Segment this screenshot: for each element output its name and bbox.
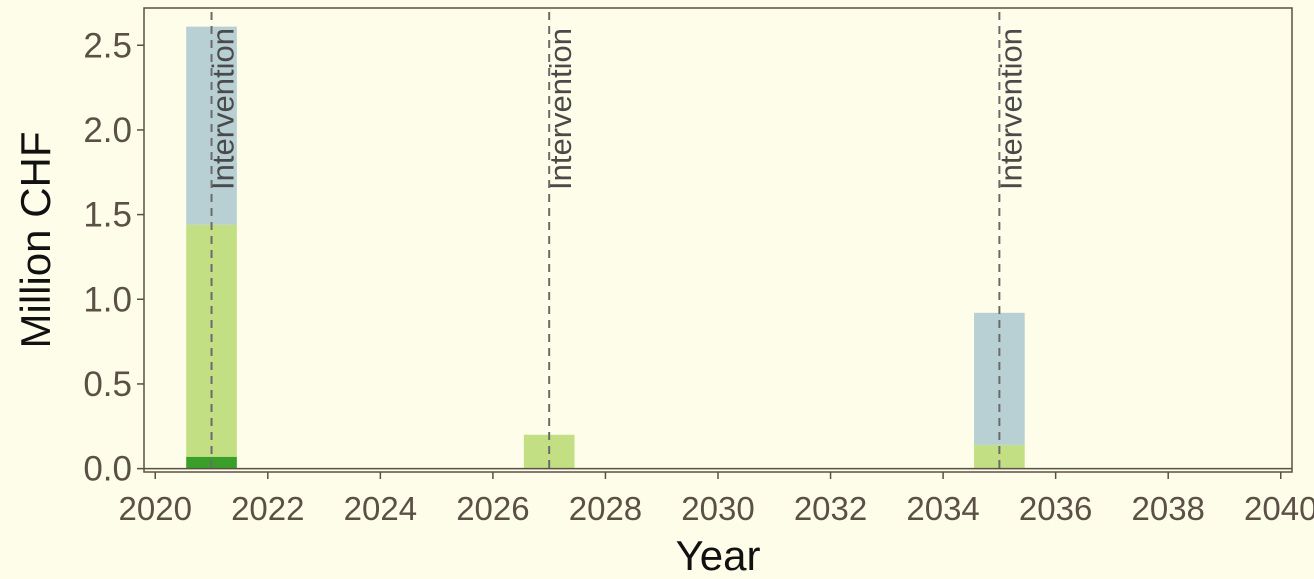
y-tick-label-3: 1.5 bbox=[83, 196, 132, 235]
y-tick-label-0: 0.0 bbox=[83, 450, 132, 489]
x-tick-label-7: 2034 bbox=[906, 490, 979, 527]
y-tick-label-2: 1.0 bbox=[83, 280, 132, 319]
intervention-label-2035: Intervention bbox=[993, 28, 1028, 190]
x-tick-label-4: 2028 bbox=[569, 490, 642, 527]
x-tick-label-5: 2030 bbox=[681, 490, 754, 527]
y-axis-title: Million CHF bbox=[12, 131, 59, 348]
y-tick-label-5: 2.5 bbox=[83, 26, 132, 65]
y-tick-label-4: 2.0 bbox=[83, 111, 132, 150]
x-tick-label-0: 2020 bbox=[119, 490, 192, 527]
x-tick-label-2: 2024 bbox=[344, 490, 417, 527]
x-axis-title: Year bbox=[676, 532, 761, 574]
x-tick-label-1: 2022 bbox=[231, 490, 304, 527]
intervention-label-2027: Intervention bbox=[543, 28, 578, 190]
x-tick-label-10: 2040 bbox=[1244, 490, 1314, 527]
intervention-label-2021: Intervention bbox=[206, 28, 241, 190]
y-tick-label-1: 0.5 bbox=[83, 365, 132, 404]
x-tick-label-8: 2036 bbox=[1019, 490, 1092, 527]
bar-2035-segment-2 bbox=[974, 444, 1025, 469]
plot-area bbox=[144, 8, 1292, 472]
x-tick-label-9: 2038 bbox=[1131, 490, 1204, 527]
x-tick-label-3: 2026 bbox=[456, 490, 529, 527]
x-tick-label-6: 2032 bbox=[794, 490, 867, 527]
